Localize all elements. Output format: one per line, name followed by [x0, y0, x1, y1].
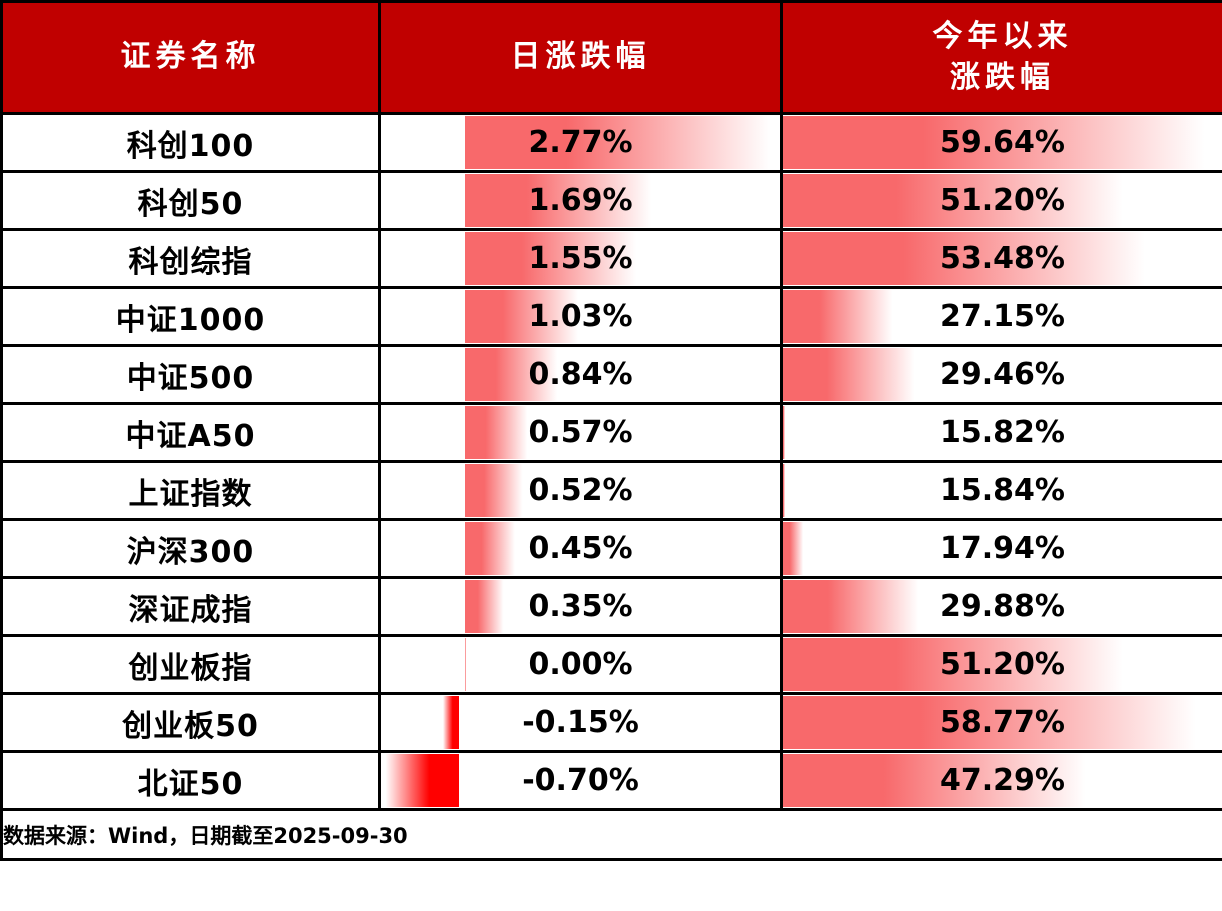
- security-name-cell: 科创综指: [0, 228, 381, 289]
- daily-change-value: -0.15%: [522, 705, 639, 740]
- daily-change-cell: 2.77%: [378, 112, 783, 173]
- daily-change-bar-negative: [382, 754, 459, 807]
- daily-change-cell: 0.35%: [378, 576, 783, 637]
- daily-change-value: 1.55%: [528, 241, 633, 276]
- col-header-security-name: 证券名称: [0, 0, 381, 115]
- ytd-change-value: 15.82%: [940, 415, 1065, 450]
- security-name-cell: 中证A50: [0, 402, 381, 463]
- daily-change-bar-positive: [464, 464, 525, 517]
- ytd-change-value: 58.77%: [940, 705, 1065, 740]
- ytd-change-bar: [784, 290, 897, 343]
- ytd-change-value: 59.64%: [940, 125, 1065, 160]
- daily-change-cell: 1.69%: [378, 170, 783, 231]
- ytd-change-value: 51.20%: [940, 183, 1065, 218]
- daily-change-value: -0.70%: [522, 763, 639, 798]
- daily-change-value: 0.00%: [528, 647, 633, 682]
- daily-change-cell: 0.00%: [378, 634, 783, 695]
- index-performance-table: 证券名称 日涨跌幅 今年以来 涨跌幅 科创100 2.77% 59.64% 科创50 1…: [0, 0, 1222, 861]
- ytd-change-cell: 29.46%: [780, 344, 1222, 405]
- ytd-change-bar: [784, 580, 924, 633]
- table-row: 创业板50 -0.15% 58.77%: [0, 692, 1222, 753]
- daily-change-cell: 1.03%: [378, 286, 783, 347]
- daily-change-cell: -0.15%: [378, 692, 783, 753]
- table-row: 上证指数 0.52% 15.84%: [0, 460, 1222, 521]
- daily-change-cell: 1.55%: [378, 228, 783, 289]
- table-footer: 数据来源：Wind，日期截至2025-09-30: [0, 808, 1222, 861]
- table-row: 科创综指 1.55% 53.48%: [0, 228, 1222, 289]
- table-body: 科创100 2.77% 59.64% 科创50 1.69% 51.20% 科创综指 1.55%…: [0, 112, 1222, 811]
- security-name-cell: 上证指数: [0, 460, 381, 521]
- daily-change-value: 0.52%: [528, 473, 633, 508]
- security-name-cell: 深证成指: [0, 576, 381, 637]
- daily-change-cell: 0.57%: [378, 402, 783, 463]
- daily-change-cell: 0.52%: [378, 460, 783, 521]
- data-source-note: 数据来源：Wind，日期截至2025-09-30: [0, 808, 1222, 861]
- table-row: 中证500 0.84% 29.46%: [0, 344, 1222, 405]
- ytd-change-cell: 47.29%: [780, 750, 1222, 811]
- daily-change-value: 1.03%: [528, 299, 633, 334]
- daily-change-bar-positive: [464, 406, 531, 459]
- daily-change-value: 1.69%: [528, 183, 633, 218]
- ytd-change-cell: 29.88%: [780, 576, 1222, 637]
- ytd-change-cell: 53.48%: [780, 228, 1222, 289]
- security-name-cell: 创业板50: [0, 692, 381, 753]
- table-row: 沪深300 0.45% 17.94%: [0, 518, 1222, 579]
- ytd-change-value: 51.20%: [940, 647, 1065, 682]
- table-row: 北证50 -0.70% 47.29%: [0, 750, 1222, 811]
- daily-change-cell: 0.45%: [378, 518, 783, 579]
- daily-change-value: 0.57%: [528, 415, 633, 450]
- ytd-change-cell: 17.94%: [780, 518, 1222, 579]
- table-row: 深证成指 0.35% 29.88%: [0, 576, 1222, 637]
- daily-change-value: 0.35%: [528, 589, 633, 624]
- ytd-change-cell: 27.15%: [780, 286, 1222, 347]
- table-row: 科创100 2.77% 59.64%: [0, 112, 1222, 173]
- daily-change-bar-positive: [464, 580, 506, 633]
- security-name-cell: 中证1000: [0, 286, 381, 347]
- ytd-change-bar: [784, 406, 785, 459]
- table-row: 科创50 1.69% 51.20%: [0, 170, 1222, 231]
- ytd-change-value: 17.94%: [940, 531, 1065, 566]
- security-name-cell: 沪深300: [0, 518, 381, 579]
- ytd-change-bar: [784, 464, 785, 517]
- daily-change-bar-negative: [441, 696, 459, 749]
- ytd-change-cell: 15.84%: [780, 460, 1222, 521]
- daily-change-value: 2.77%: [528, 125, 633, 160]
- daily-change-value: 0.45%: [528, 531, 633, 566]
- footer-row: 数据来源：Wind，日期截至2025-09-30: [0, 808, 1222, 861]
- ytd-change-value: 29.46%: [940, 357, 1065, 392]
- col-header-ytd-change: 今年以来 涨跌幅: [780, 0, 1222, 115]
- daily-change-cell: 0.84%: [378, 344, 783, 405]
- ytd-change-value: 27.15%: [940, 299, 1065, 334]
- col-header-daily-change: 日涨跌幅: [378, 0, 783, 115]
- table-row: 创业板指 0.00% 51.20%: [0, 634, 1222, 695]
- ytd-change-value: 15.84%: [940, 473, 1065, 508]
- ytd-change-bar: [784, 348, 920, 401]
- security-name-cell: 创业板指: [0, 634, 381, 695]
- ytd-change-cell: 59.64%: [780, 112, 1222, 173]
- ytd-change-value: 29.88%: [940, 589, 1065, 624]
- ytd-change-bar: [784, 522, 805, 575]
- table-header: 证券名称 日涨跌幅 今年以来 涨跌幅: [0, 0, 1222, 115]
- ytd-change-cell: 51.20%: [780, 634, 1222, 695]
- ytd-change-value: 53.48%: [940, 241, 1065, 276]
- security-name-cell: 北证50: [0, 750, 381, 811]
- ytd-change-value: 47.29%: [940, 763, 1065, 798]
- daily-change-value: 0.84%: [528, 357, 633, 392]
- header-row: 证券名称 日涨跌幅 今年以来 涨跌幅: [0, 0, 1222, 115]
- daily-change-bar-positive: [464, 522, 517, 575]
- security-name-cell: 科创50: [0, 170, 381, 231]
- daily-change-cell: -0.70%: [378, 750, 783, 811]
- ytd-change-cell: 58.77%: [780, 692, 1222, 753]
- ytd-change-cell: 51.20%: [780, 170, 1222, 231]
- table-row: 中证A50 0.57% 15.82%: [0, 402, 1222, 463]
- security-name-cell: 中证500: [0, 344, 381, 405]
- ytd-change-cell: 15.82%: [780, 402, 1222, 463]
- security-name-cell: 科创100: [0, 112, 381, 173]
- table-row: 中证1000 1.03% 27.15%: [0, 286, 1222, 347]
